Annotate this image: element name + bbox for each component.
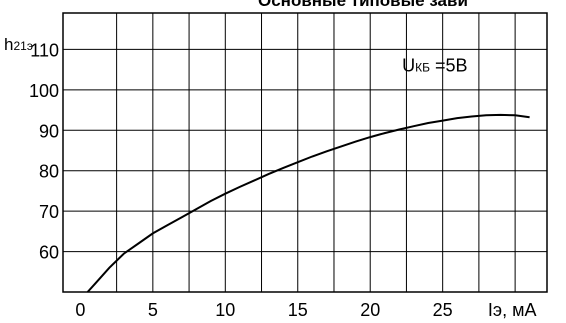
x-tick-labels: 0 5 10 15 20 25 <box>75 300 452 320</box>
voltage-annotation: UКБ =5B <box>402 56 467 76</box>
annotation-rest: =5B <box>430 56 468 76</box>
y-axis-label-sub: 21э <box>13 39 33 53</box>
x-tick-label: 10 <box>215 300 235 320</box>
x-tick-label: 0 <box>75 300 85 320</box>
series-line <box>86 113 530 293</box>
chart-title: Основные типовые зави <box>258 0 468 10</box>
x-tick-label: 5 <box>148 300 158 320</box>
annotation-main: U <box>402 56 415 76</box>
x-axis-label: Iэ, мА <box>488 300 537 320</box>
y-tick-labels: 60 70 80 90 100 110 <box>29 40 59 262</box>
annotation-sub: КБ <box>415 61 430 75</box>
y-axis-label-main: h <box>4 35 14 54</box>
plot-frame <box>62 12 548 293</box>
y-tick-label: 80 <box>39 162 59 182</box>
y-tick-label: 100 <box>29 81 59 101</box>
y-tick-label: 110 <box>30 40 59 60</box>
x-tick-label: 15 <box>288 300 308 320</box>
grid <box>63 13 547 292</box>
x-tick-label: 20 <box>360 300 380 320</box>
y-tick-label: 90 <box>39 121 59 141</box>
y-tick-label: 70 <box>39 202 59 222</box>
y-axis-label: h21э <box>4 35 33 55</box>
y-tick-label: 60 <box>39 243 59 263</box>
x-tick-label: 25 <box>433 300 453 320</box>
